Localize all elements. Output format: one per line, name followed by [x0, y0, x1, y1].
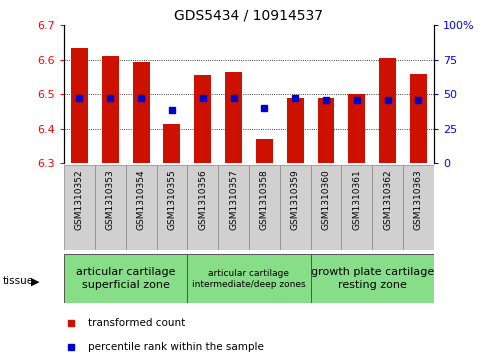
- Text: percentile rank within the sample: percentile rank within the sample: [88, 342, 264, 352]
- Text: GSM1310361: GSM1310361: [352, 170, 361, 230]
- Bar: [372, 165, 403, 250]
- Bar: [164, 124, 180, 163]
- Bar: [194, 76, 211, 163]
- Bar: [280, 165, 311, 250]
- Bar: [225, 72, 242, 163]
- Bar: [403, 165, 434, 250]
- Text: GSM1310359: GSM1310359: [291, 170, 300, 230]
- Bar: [71, 48, 88, 163]
- Bar: [317, 98, 334, 163]
- Text: transformed count: transformed count: [88, 318, 185, 328]
- Text: GSM1310362: GSM1310362: [383, 170, 392, 230]
- Text: GSM1310363: GSM1310363: [414, 170, 423, 230]
- Bar: [157, 165, 187, 250]
- Text: GSM1310356: GSM1310356: [198, 170, 207, 230]
- Bar: [102, 56, 119, 163]
- Text: GSM1310358: GSM1310358: [260, 170, 269, 230]
- Bar: [64, 254, 187, 303]
- Bar: [349, 94, 365, 163]
- Title: GDS5434 / 10914537: GDS5434 / 10914537: [175, 9, 323, 23]
- Bar: [64, 165, 95, 250]
- Text: GSM1310355: GSM1310355: [168, 170, 176, 230]
- Bar: [287, 98, 304, 163]
- Bar: [311, 254, 434, 303]
- Bar: [126, 165, 157, 250]
- Text: articular cartilage
superficial zone: articular cartilage superficial zone: [76, 268, 176, 290]
- Text: GSM1310352: GSM1310352: [75, 170, 84, 230]
- Bar: [341, 165, 372, 250]
- Text: GSM1310360: GSM1310360: [321, 170, 330, 230]
- Bar: [95, 165, 126, 250]
- Text: GSM1310357: GSM1310357: [229, 170, 238, 230]
- Bar: [311, 165, 341, 250]
- Text: ▶: ▶: [31, 276, 39, 286]
- Text: articular cartilage
intermediate/deep zones: articular cartilage intermediate/deep zo…: [192, 269, 306, 289]
- Bar: [256, 139, 273, 163]
- Text: tissue: tissue: [2, 276, 34, 286]
- Text: growth plate cartilage
resting zone: growth plate cartilage resting zone: [311, 268, 434, 290]
- Bar: [218, 165, 249, 250]
- Bar: [133, 62, 149, 163]
- Text: GSM1310354: GSM1310354: [137, 170, 145, 230]
- Bar: [379, 58, 396, 163]
- Bar: [410, 74, 427, 163]
- Bar: [249, 165, 280, 250]
- Bar: [187, 254, 311, 303]
- Bar: [187, 165, 218, 250]
- Text: GSM1310353: GSM1310353: [106, 170, 115, 230]
